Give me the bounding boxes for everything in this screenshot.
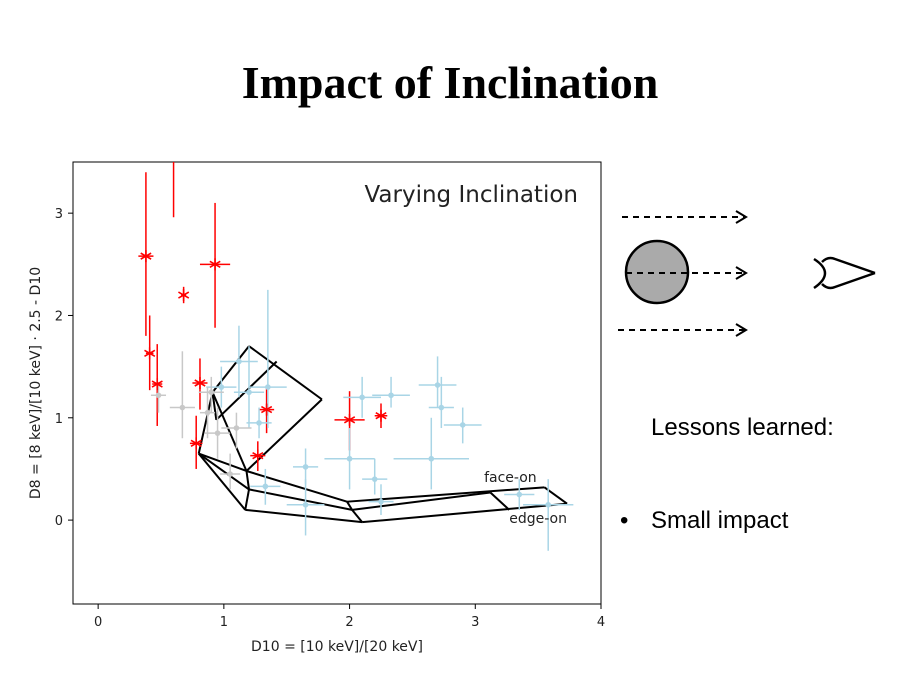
x-tick-label: 4 — [597, 615, 605, 630]
data-point-dot — [434, 382, 441, 388]
data-point-dot — [516, 491, 523, 498]
model-grid-line — [246, 470, 348, 503]
y-tick-label: 2 — [55, 309, 63, 324]
data-point-star — [209, 258, 221, 271]
data-point-dot — [262, 483, 269, 490]
inclination-diagram — [618, 210, 876, 337]
data-point-dot — [359, 394, 365, 401]
data-point-star — [151, 378, 163, 391]
x-tick-label: 2 — [345, 615, 353, 630]
annotation-face-on: face-on — [484, 470, 537, 486]
data-point-dot — [233, 425, 240, 431]
data-point-dot — [208, 389, 215, 396]
data-point-star — [343, 413, 356, 426]
x-tick-label: 0 — [94, 615, 102, 630]
model-grid-line — [215, 360, 278, 421]
data-point-dot — [459, 422, 466, 428]
model-grid-line — [351, 509, 363, 523]
model-grid-line — [245, 508, 363, 524]
data-point-dot — [438, 404, 445, 411]
y-axis-label: D8 = [8 keV]/[10 keV] · 2.5 - D10 — [28, 267, 44, 499]
data-point-dot — [204, 409, 211, 416]
model-grid-line — [198, 452, 247, 472]
chart-title: Varying Inclination — [364, 182, 578, 208]
model-grid-line — [489, 491, 510, 511]
data-point-star — [190, 437, 202, 450]
model-grid-line — [211, 391, 248, 472]
data-point-dot — [227, 471, 233, 477]
data-point-dot — [371, 476, 378, 482]
model-grid — [197, 345, 568, 524]
slide-title: Impact of Inclination — [241, 57, 659, 108]
x-axis-label: D10 = [10 keV]/[20 keV] — [251, 639, 423, 655]
model-grid-line — [362, 502, 568, 524]
error-bars — [138, 162, 574, 551]
model-grid-line — [197, 452, 246, 511]
model-grid-line — [248, 488, 353, 511]
sphere-icon — [624, 239, 690, 305]
data-point-dot — [214, 430, 221, 436]
x-tick-label: 1 — [220, 615, 228, 630]
model-grid-line — [197, 391, 214, 454]
eye-icon — [813, 256, 876, 290]
markers — [140, 250, 551, 508]
data-point-dot — [545, 501, 551, 508]
axes: 0 1 2 3 4 0 1 2 3 — [55, 207, 605, 630]
data-point-star — [252, 449, 264, 462]
model-grid-line — [245, 398, 323, 472]
data-point-dot — [428, 455, 435, 462]
annotation-edge-on: edge-on — [509, 511, 567, 527]
data-point-star — [144, 347, 156, 360]
model-grid-line — [244, 489, 250, 511]
model-grid-line — [198, 452, 250, 491]
data-point-star — [261, 403, 273, 416]
model-grid-line — [351, 491, 491, 511]
data-point-dot — [218, 384, 225, 390]
data-point-dot — [179, 404, 186, 411]
model-grid-line — [245, 470, 250, 490]
model-grid-line — [211, 345, 250, 393]
x-tick-label: 3 — [471, 615, 479, 630]
model-grid-line — [248, 345, 323, 401]
data-point-dot — [256, 420, 262, 426]
bullet-glyph: • — [620, 507, 629, 534]
data-point-star — [375, 409, 387, 422]
data-point-dot — [388, 392, 394, 399]
bullet-text: Small impact — [651, 507, 789, 534]
data-point-star — [178, 289, 190, 302]
data-point-dot — [302, 464, 309, 470]
data-point-dot — [246, 389, 252, 396]
y-tick-label: 0 — [55, 514, 63, 529]
model-grid-line — [211, 392, 218, 420]
data-point-dot — [155, 392, 162, 399]
data-point-star — [194, 377, 206, 389]
data-point-dot — [302, 501, 309, 508]
bullet-item: • Small impact — [620, 507, 788, 535]
data-point-dot — [346, 455, 353, 462]
model-grid-line — [346, 501, 353, 511]
lessons-heading: Lessons learned: — [651, 414, 834, 441]
data-point-star — [140, 250, 152, 263]
y-tick-label: 1 — [55, 412, 63, 427]
plot-frame — [72, 161, 602, 605]
data-point-dot — [265, 384, 271, 390]
y-tick-label: 3 — [55, 207, 63, 222]
data-point-dot — [236, 358, 242, 365]
data-point-dot — [378, 498, 384, 505]
